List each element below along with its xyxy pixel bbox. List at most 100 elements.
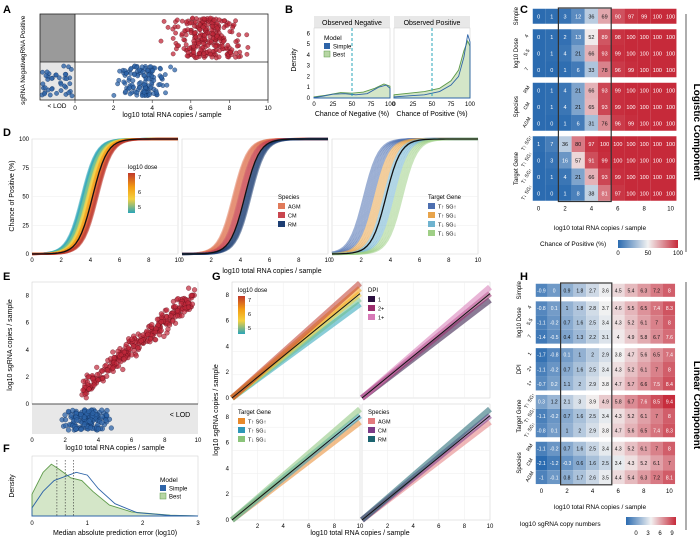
heat-cell-label: 6 xyxy=(577,68,580,74)
heat-cell-label: 6 xyxy=(577,121,580,127)
heat-row-label: 1 xyxy=(527,351,534,357)
heat-cell xyxy=(535,347,548,362)
heat-cell xyxy=(611,376,625,392)
panel-letter-f: F xyxy=(3,443,10,455)
e-point-positive xyxy=(186,285,192,291)
heat-cell xyxy=(663,329,676,345)
e-point-positive xyxy=(83,395,89,401)
heat-cell-label: 100 xyxy=(640,142,649,148)
heat-cell xyxy=(637,455,651,471)
heat-cell xyxy=(611,135,625,152)
heat-cell xyxy=(637,362,651,377)
heat-cell xyxy=(571,98,585,115)
a-point-positive xyxy=(237,49,243,55)
heat-x-tick-label: 4 xyxy=(590,207,594,213)
heat-cell xyxy=(573,347,587,362)
d-legend-entry: T↓ SG↓ xyxy=(438,223,457,229)
heat-cell-label: 3.1 xyxy=(602,335,609,341)
heat-cell-label: 0 xyxy=(537,121,540,127)
heat-cell xyxy=(547,394,561,409)
g-x-tick-label: 4 xyxy=(282,524,286,530)
h-heatmap: -0.9 0 0.9 1.8 2.7 3.6 4.5 5.4 6.3 7.2 8 Simple -0.8… xyxy=(517,280,677,495)
panel-letter-c: C xyxy=(520,4,528,16)
panel-a: sgRNA Positive sgRNA Negative < LOD 0 2 4 6… xyxy=(20,13,272,119)
d-legend-entry: RM xyxy=(288,223,297,229)
heat-cell xyxy=(535,315,548,330)
heat-cell-label: 100 xyxy=(613,142,622,148)
heat-cell xyxy=(532,168,546,185)
heat-cell xyxy=(571,115,585,132)
d-x-tick-label: 4 xyxy=(239,258,243,264)
heat-cell xyxy=(664,61,678,78)
heat-cell-label: -0.2 xyxy=(550,367,559,373)
heat-cell-label: 16 xyxy=(562,158,568,164)
a-point-positive xyxy=(200,41,206,46)
heat-cell-label: 1 xyxy=(550,88,553,94)
heat-cell-label: 100 xyxy=(653,68,662,74)
e-point-positive xyxy=(158,311,164,317)
a-point-positive xyxy=(158,38,164,44)
heat-cell-label: 100 xyxy=(666,158,675,164)
c-xlabel: log10 total RNA copies / sample xyxy=(554,225,647,232)
heat-cell-label: 91 xyxy=(588,158,594,164)
heat-cell xyxy=(650,362,663,377)
heat-cell xyxy=(637,283,651,298)
heat-cell-label: 6.7 xyxy=(653,335,660,341)
heat-cell-label: 1 xyxy=(550,14,553,20)
heat-cell-label: 1 xyxy=(566,429,569,435)
a-point-negative xyxy=(147,92,152,98)
heat-cell xyxy=(535,329,548,345)
heat-cell xyxy=(571,45,585,62)
heat-cell-label: 6.1 xyxy=(640,446,647,452)
heat-cell xyxy=(611,455,625,471)
f-ylabel: Density xyxy=(9,474,16,498)
heat-cell-label: 3 xyxy=(563,14,566,20)
d-y-tick-label: 75 xyxy=(22,166,29,172)
b-x-tick-label: 50 xyxy=(429,102,436,108)
a-point-negative xyxy=(164,82,170,88)
heat-cell xyxy=(624,168,638,185)
heat-cell xyxy=(650,394,663,409)
heat-cell-label: 3.9 xyxy=(589,400,596,406)
d-legend-swatch xyxy=(428,221,435,227)
e-point-negative xyxy=(104,412,110,418)
g-legend-entry: CM xyxy=(378,429,387,435)
heat-cell-label: 5.2 xyxy=(628,414,635,420)
b-x-tick-label: 25 xyxy=(410,102,417,108)
a-point-positive xyxy=(196,41,202,47)
heat-cell-label: 100 xyxy=(666,88,675,94)
heat-cell xyxy=(663,394,676,409)
a-point-negative xyxy=(123,70,129,76)
a-point-negative xyxy=(136,81,142,86)
e-x-tick-label: 4 xyxy=(97,438,101,444)
heat-cell-label: 12 xyxy=(575,14,581,20)
d-legend-swatch xyxy=(278,212,285,218)
e-point-positive xyxy=(148,336,154,342)
a-point-positive xyxy=(244,32,250,38)
heat-cell-label: 7.4 xyxy=(653,429,660,435)
e-point-positive xyxy=(175,313,181,319)
e-point-negative xyxy=(62,417,69,423)
heat-cell-label: 7 xyxy=(655,414,658,420)
heat-cell xyxy=(558,8,572,25)
heat-cell xyxy=(624,98,638,115)
heat-cell xyxy=(573,376,587,392)
g-y-tick-label: 0 xyxy=(226,518,230,524)
b-legend-title: Model xyxy=(324,35,342,42)
heat-cell xyxy=(558,82,572,99)
e-lod-band xyxy=(32,404,198,434)
heat-cell-label: 99 xyxy=(615,51,621,57)
g-y-tick-label: 0 xyxy=(226,396,230,402)
heat-cell xyxy=(586,470,599,485)
heat-cell xyxy=(624,455,638,471)
heat-cell xyxy=(532,152,546,169)
e-x-tick-label: 8 xyxy=(163,438,167,444)
heat-x-tick-label: 4 xyxy=(591,489,595,495)
heat-cell xyxy=(624,315,638,330)
e-point-positive xyxy=(135,345,141,351)
a-x-tick-label: 2 xyxy=(112,105,116,112)
heat-cell-label: 97 xyxy=(615,191,621,197)
heat-cell-label: 98 xyxy=(615,35,621,41)
g-mean-line xyxy=(231,415,361,521)
